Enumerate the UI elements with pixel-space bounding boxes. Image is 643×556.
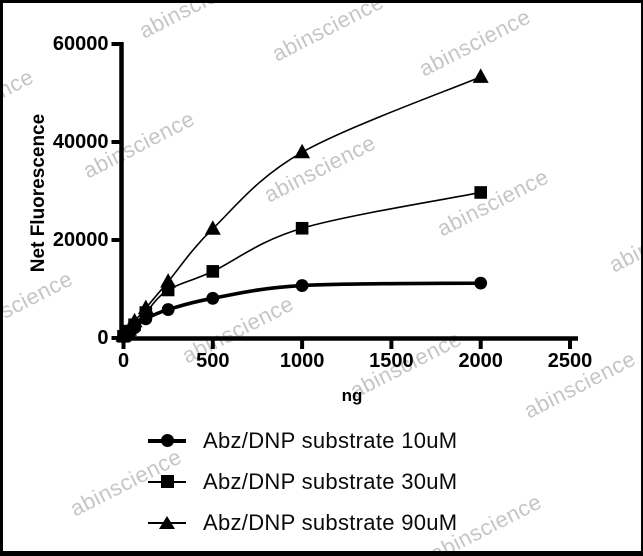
y-axis-title: Net Fluorescence — [28, 113, 49, 273]
legend: Abz/DNP substrate 10uM Abz/DNP substrate… — [144, 424, 457, 547]
legend-item-10uM: Abz/DNP substrate 10uM — [144, 424, 457, 457]
data-point-circle — [206, 291, 220, 305]
data-point-circle — [474, 276, 488, 290]
y-tick-label: 40000 — [52, 131, 109, 153]
legend-label: Abz/DNP substrate 10uM — [203, 427, 458, 453]
x-axis-title: ng — [341, 386, 363, 405]
plot-area: Net Fluorescence ng 0 20000 40000 60000 0 500… — [3, 3, 641, 551]
x-tick-label: 500 — [196, 350, 230, 372]
legend-item-90uM: Abz/DNP substrate 90uM — [144, 506, 457, 539]
x-tick-label: 1500 — [369, 350, 414, 372]
series-curve-square — [122, 191, 481, 337]
legend-label: Abz/DNP substrate 30uM — [203, 468, 458, 494]
data-point-triangle — [294, 143, 311, 159]
data-point-square — [474, 186, 487, 199]
legend-item-30uM: Abz/DNP substrate 30uM — [144, 465, 457, 498]
x-tick-label: 2500 — [547, 350, 593, 372]
square-marker-icon — [160, 475, 174, 488]
circle-marker-icon — [160, 434, 174, 447]
x-tick-label: 2000 — [458, 350, 503, 372]
legend-swatch — [144, 431, 190, 451]
plot-canvas — [111, 42, 578, 349]
data-point-triangle — [204, 220, 221, 235]
data-point-circle — [295, 279, 309, 292]
y-tick-label: 0 — [97, 327, 109, 349]
data-point-triangle — [137, 299, 154, 315]
x-tick-label: 1000 — [279, 350, 325, 372]
y-tick-label: 60000 — [52, 33, 109, 55]
data-point-triangle — [472, 68, 489, 83]
data-point-triangle — [126, 312, 143, 328]
legend-swatch — [144, 513, 190, 533]
x-tick-label: 0 — [117, 350, 130, 372]
data-point-triangle — [121, 321, 138, 336]
legend-swatch — [144, 472, 190, 492]
series-curve-triangle — [122, 76, 482, 337]
data-point-square — [295, 221, 309, 235]
y-tick-label: 20000 — [52, 229, 109, 251]
legend-label: Abz/DNP substrate 90uM — [203, 509, 458, 535]
data-point-circle — [161, 303, 175, 316]
data-point-square — [206, 265, 220, 278]
data-point-triangle — [160, 273, 177, 288]
triangle-marker-icon — [159, 516, 175, 529]
